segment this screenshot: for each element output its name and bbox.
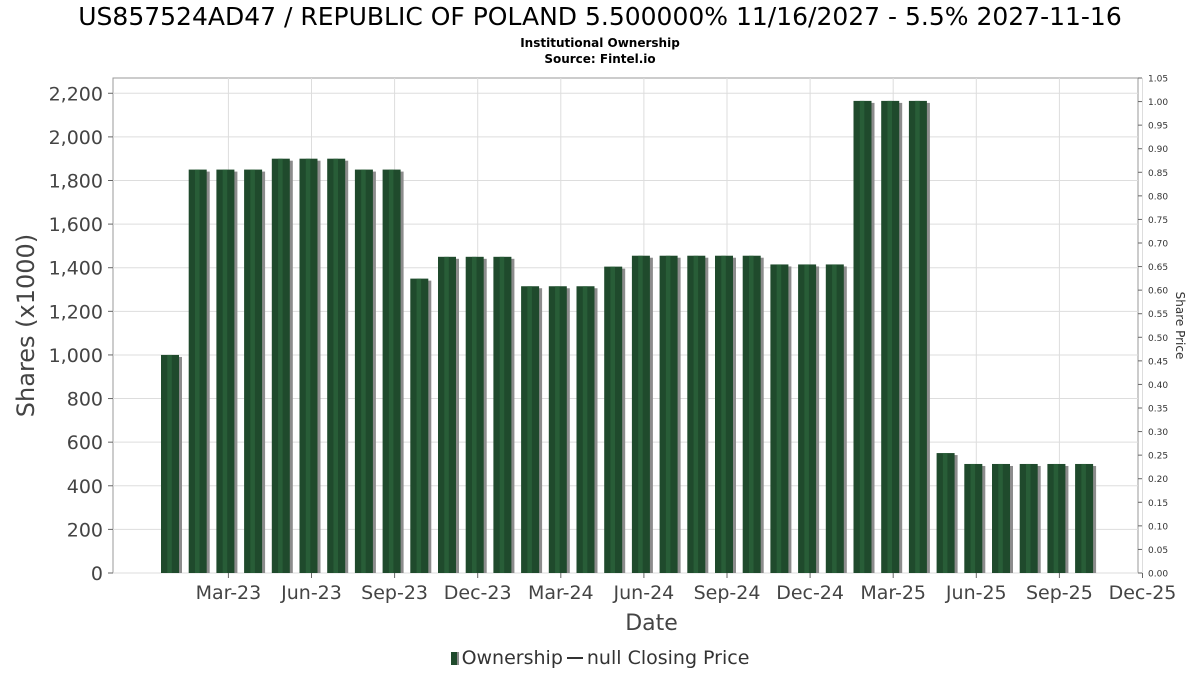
y2-tick-label: 0.75 (1148, 216, 1168, 226)
bar-highlight (222, 169, 228, 573)
y2-axis-title: Share Price (1173, 292, 1187, 360)
y2-tick-label: 0.40 (1148, 381, 1168, 391)
bar-highlight (776, 264, 782, 573)
x-tick-label: Mar-25 (860, 582, 926, 604)
y-tick-label: 600 (67, 432, 103, 454)
bar-highlight (499, 256, 505, 573)
y-tick-label: 1,800 (49, 170, 103, 192)
y2-tick-label: 0.90 (1148, 145, 1168, 155)
bar-highlight (555, 286, 560, 573)
y-axis-title: Shares (x1000) (12, 234, 40, 417)
y-tick-label: 200 (67, 519, 103, 541)
bar-highlight (416, 278, 422, 573)
price-legend-swatch (566, 657, 583, 659)
bar-highlight (610, 266, 615, 573)
y2-tick-label: 0.15 (1148, 499, 1168, 509)
y2-tick-label: 0.50 (1148, 334, 1168, 344)
bar-highlight (333, 158, 338, 574)
bar-highlight (1053, 463, 1059, 573)
y2-tick-label: 1.00 (1148, 98, 1168, 108)
bar-highlight (804, 264, 809, 573)
bar-highlight (721, 255, 726, 573)
y-tick-label: 1,000 (49, 345, 103, 367)
y2-tick-label: 0.65 (1148, 263, 1168, 273)
bar-highlight (472, 256, 477, 573)
legend-price-label: null Closing Price (586, 647, 750, 669)
x-axis-title: Date (625, 611, 678, 636)
y2-tick-label: 0.00 (1148, 570, 1168, 580)
x-tick-label: Jun-23 (280, 582, 342, 604)
bar-highlight (970, 463, 976, 573)
y2-tick-label: 0.70 (1148, 240, 1168, 250)
x-tick-label: Dec-25 (1109, 582, 1177, 604)
bar-highlight (859, 100, 865, 573)
x-tick-label: Sep-24 (694, 582, 761, 604)
legend: Ownership null Closing Price (0, 647, 1200, 669)
x-tick-label: Dec-23 (444, 582, 512, 604)
y2-tick-label: 0.05 (1148, 546, 1168, 556)
bar-highlight (942, 453, 948, 573)
y2-tick-label: 0.30 (1148, 428, 1168, 438)
bar-highlight (582, 286, 588, 573)
x-tick-label: Sep-25 (1026, 582, 1093, 604)
y2-tick-label: 0.80 (1148, 192, 1168, 202)
chart-source: Source: Fintel.io (544, 52, 656, 66)
bar-highlight (665, 255, 671, 573)
bar-highlight (693, 255, 699, 573)
chart-title: US857524AD47 / REPUBLIC OF POLAND 5.5000… (78, 2, 1122, 31)
y2-tick-label: 1.05 (1148, 75, 1168, 85)
chart-subtitle: Institutional Ownership (520, 36, 680, 50)
bar-highlight (195, 169, 200, 573)
y2-tick-label: 0.25 (1148, 452, 1168, 462)
y2-tick-label: 0.95 (1148, 122, 1168, 132)
y2-tick-label: 0.55 (1148, 310, 1168, 320)
x-tick-label: Mar-24 (528, 582, 594, 604)
bar-highlight (832, 264, 837, 573)
ownership-chart: 0 200 400 600 800 1,000 1,200 1,400 1,600 1,800 2,… (12, 75, 1187, 637)
x-tick-label: Dec-24 (776, 582, 844, 604)
y-tick-label: 1,200 (49, 301, 103, 323)
y2-tick-label: 0.60 (1148, 287, 1168, 297)
y-tick-label: 2,200 (49, 83, 103, 105)
bar-highlight (305, 158, 311, 574)
ownership-legend-swatch (450, 652, 459, 665)
y-tick-label: 800 (67, 389, 103, 411)
bar-highlight (998, 463, 1003, 573)
y-tick-label: 1,600 (49, 214, 103, 236)
x-tick-label: Jun-25 (945, 582, 1007, 604)
bar-highlight (388, 169, 394, 573)
legend-ownership-label: Ownership (461, 647, 563, 669)
y-tick-label: 0 (91, 563, 103, 585)
bar-highlight (250, 169, 255, 573)
bar-highlight (527, 286, 532, 573)
y-tick-label: 2,000 (49, 127, 103, 149)
bar-highlight (278, 158, 283, 574)
x-tick-label: Mar-23 (196, 582, 262, 604)
bar-highlight (1026, 463, 1031, 573)
y2-tick-label: 0.10 (1148, 522, 1168, 532)
bar-highlight (638, 255, 643, 573)
y2-tick-label: 0.35 (1148, 405, 1168, 415)
bar-highlight (749, 255, 754, 573)
y2-tick-label: 0.45 (1148, 357, 1168, 367)
x-tick-label: Jun-24 (613, 582, 675, 604)
y-tick-label: 400 (67, 476, 103, 498)
bar-highlight (167, 354, 172, 573)
x-tick-label: Sep-23 (361, 582, 428, 604)
y-tick-label: 1,400 (49, 258, 103, 280)
bar-highlight (361, 169, 366, 573)
bar-highlight (887, 100, 892, 573)
y2-tick-label: 0.20 (1148, 475, 1168, 485)
bar-highlight (915, 100, 920, 573)
bar-highlight (1081, 463, 1086, 573)
y2-tick-label: 0.85 (1148, 169, 1168, 179)
bar-highlight (444, 256, 449, 573)
